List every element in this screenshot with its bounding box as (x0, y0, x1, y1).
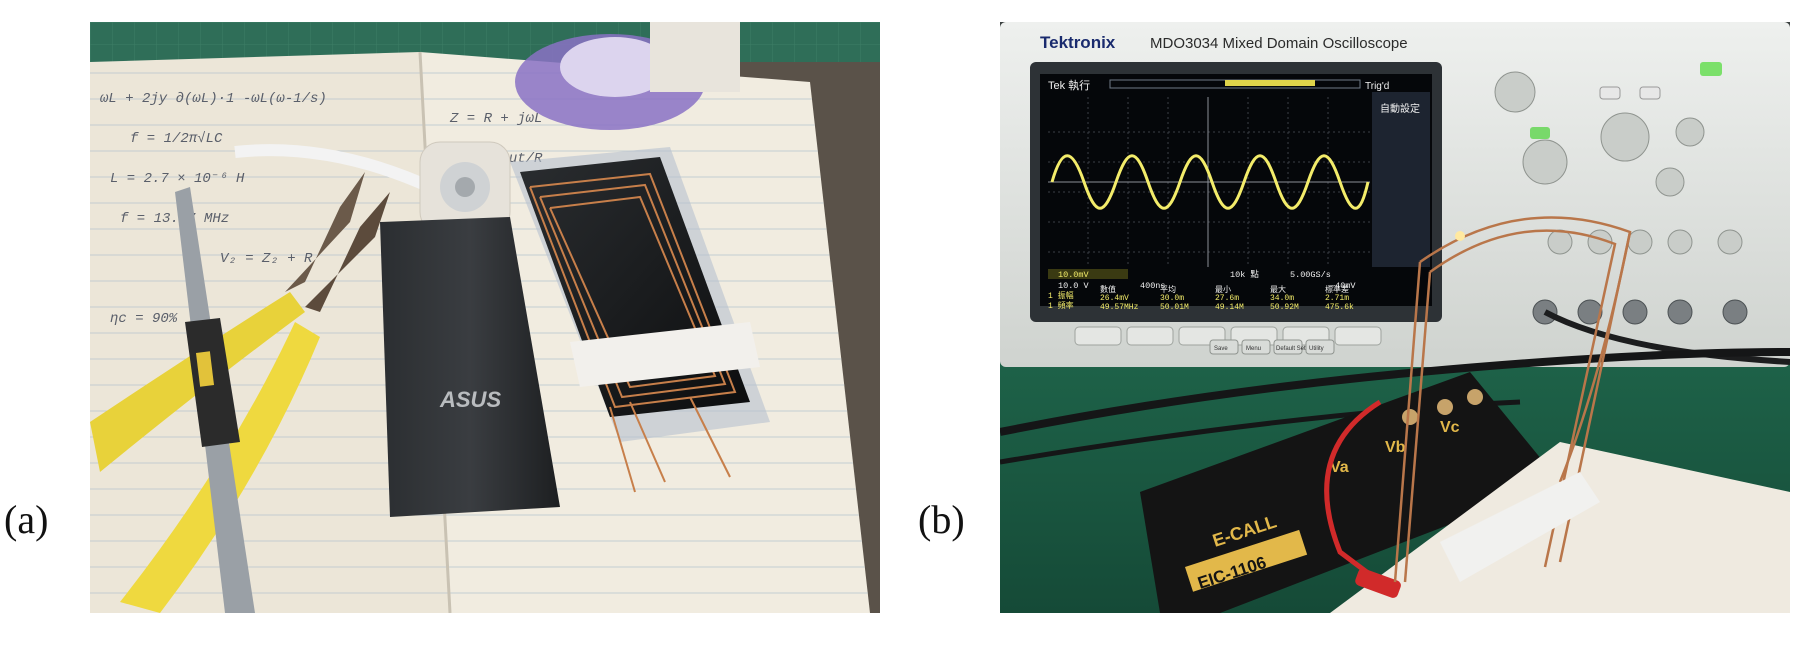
meas-label: 1 振幅 (1048, 290, 1074, 301)
led-glow (1455, 231, 1465, 241)
board-terminal: Va (1330, 459, 1349, 476)
meas-label: 1 頻率 (1048, 300, 1074, 311)
screen-header: Tek 執行 (1048, 79, 1090, 92)
front-panel-buttons: Save Menu Default Setup Utility (1209, 339, 1335, 355)
meas-header: 數值 (1100, 284, 1116, 295)
copper-coil (1393, 216, 1632, 583)
note-line: ηc = 90% (110, 311, 178, 327)
oscilloscope: Tektronix MDO3034 Mixed Domain Oscillosc… (1000, 22, 1790, 367)
tektronix-logo: Tektronix (1040, 33, 1116, 52)
meas-value: 49.14M (1215, 303, 1244, 312)
measurement-table: 1 振幅 1 頻率 數值 平均 最小 最大 標準差 26.4mV 30.0m 2… (1048, 284, 1354, 312)
photo-panel-a: ωL + 2jy ∂(ωL)·1 -ωL(ω-1/s) f = 1/2π√LC … (90, 22, 880, 613)
meas-value: 49.57MHz (1100, 303, 1139, 312)
record-length: 10k 點 (1230, 269, 1259, 280)
trig-label: Trig'd (1365, 81, 1389, 92)
meas-value: 34.0m (1270, 294, 1294, 303)
meas-value: 50.01M (1160, 303, 1189, 312)
ch1-waveform (1050, 154, 1370, 210)
screen-readouts: 10.0mV 10.0 V 400ns 10k 點 5.00GS/s -40mV (1048, 269, 1356, 291)
tape-dispenser (515, 22, 740, 130)
meas-value: 26.4mV (1100, 294, 1129, 303)
scope-model: MDO3034 Mixed Domain Oscilloscope (1150, 35, 1408, 52)
panel-label-a: (a) (4, 497, 49, 542)
front-button-label: Menu (1246, 346, 1261, 352)
meas-header: 平均 (1160, 284, 1176, 295)
ch1-scale: 10.0mV (1058, 270, 1090, 280)
power-bank: ASUS (380, 217, 560, 517)
meas-value: 27.6m (1215, 294, 1239, 303)
breadboard (1330, 442, 1790, 613)
photo-a-scene: ωL + 2jy ∂(ωL)·1 -ωL(ω-1/s) f = 1/2π√LC … (90, 22, 880, 613)
front-button-label: Save (1214, 346, 1228, 352)
meas-value: 50.92M (1270, 303, 1299, 312)
note-line: ωL + 2jy ∂(ωL)·1 -ωL(ω-1/s) (100, 91, 327, 107)
board-terminal: Vb (1385, 439, 1406, 456)
meas-value: 30.0m (1160, 294, 1184, 303)
meas-value: 475.6k (1325, 303, 1354, 312)
note-line: f = 1/2π√LC (130, 131, 223, 147)
meas-header: 標準差 (1325, 284, 1349, 295)
foam-tape (570, 322, 760, 387)
board-terminal: Vc (1440, 419, 1460, 436)
note-line: f = 13.67 MHz (120, 211, 229, 227)
note-line: V₂ = Z₂ + R (220, 251, 313, 267)
handwritten-notes: ωL + 2jy ∂(ωL)·1 -ωL(ω-1/s) f = 1/2π√LC … (100, 91, 543, 327)
asus-logo: ASUS (439, 387, 501, 412)
tape-bundle (1440, 472, 1600, 582)
sample-rate: 5.00GS/s (1290, 270, 1331, 280)
note-line: Z = R + jωL (449, 111, 542, 127)
box-cutter (175, 187, 255, 613)
ecall-board: E-CALL EIC-1106 Va Vb Vc (1140, 372, 1560, 613)
side-menu-title: 自動設定 (1380, 102, 1420, 115)
panel-label-b: (b) (918, 497, 965, 542)
meas-value: 2.71m (1325, 294, 1349, 303)
scope-side-buttons (1530, 62, 1722, 139)
photo-panel-b: Tektronix MDO3034 Mixed Domain Oscillosc… (1000, 22, 1790, 613)
photo-b-scene: Tektronix MDO3034 Mixed Domain Oscillosc… (1000, 22, 1790, 613)
smartphone-with-coil (510, 147, 770, 493)
copper-coil (529, 172, 737, 493)
ch2-scale: 10.0 V (1058, 281, 1090, 291)
bench-cable (1000, 348, 1790, 436)
time-div: 400ns (1140, 281, 1166, 291)
front-button-label: Utility (1309, 346, 1324, 352)
meas-header: 最大 (1270, 284, 1286, 295)
meas-header: 最小 (1215, 285, 1231, 295)
red-clip-lead (1324, 399, 1382, 584)
note-line: L = 2.7 × 10⁻⁶ H (110, 171, 245, 187)
trigger-value: -40mV (1330, 281, 1356, 291)
probe-cable (1543, 309, 1790, 365)
front-button-label: Default Setup (1276, 346, 1313, 352)
